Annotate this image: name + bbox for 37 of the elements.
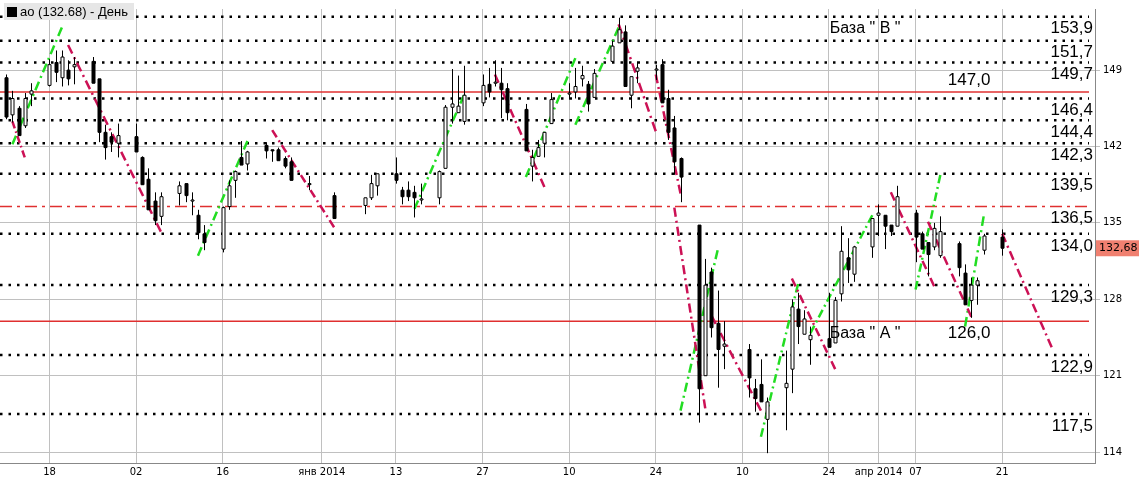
ref-line-label: 126,0 — [947, 322, 991, 342]
ref-line-label: 122,9 — [1050, 356, 1093, 376]
ref-line-label: 139,5 — [1050, 175, 1093, 195]
x-tick-label: 02 — [129, 465, 143, 477]
x-tick-label: янв 2014 — [298, 465, 346, 477]
x-tick-label: 13 — [389, 465, 403, 477]
chart-title: ао (132.68) - День — [20, 4, 129, 19]
x-tick-label: 16 — [216, 465, 230, 477]
annotation: База " А " — [829, 323, 901, 341]
ref-line-label: 142,3 — [1050, 144, 1093, 164]
x-tick-label: 24 — [822, 465, 836, 477]
ref-line-label: 149,7 — [1050, 64, 1093, 84]
y-tick-label: 142 — [1103, 140, 1123, 152]
annotation: База " В " — [829, 19, 901, 37]
ref-line-label: 144,4 — [1050, 122, 1093, 141]
text: 132,68 — [1099, 241, 1138, 255]
ref-line-label: 117,5 — [1051, 415, 1093, 435]
ref-line-label: 134,0 — [1050, 235, 1093, 255]
x-tick-label: 10 — [736, 465, 749, 477]
ref-line-label: 147,0 — [947, 69, 991, 89]
ref-line-label: 129,3 — [1050, 286, 1093, 306]
ref-line-label: 153,9 — [1050, 18, 1093, 38]
x-tick-label: 07 — [909, 465, 922, 477]
y-tick-label: 128 — [1103, 292, 1123, 304]
x-tick-label: 10 — [562, 465, 576, 477]
x-tick-label: апр 2014 — [854, 465, 903, 477]
x-tick-label: 18 — [43, 465, 56, 477]
y-tick-label: 114 — [1103, 445, 1123, 457]
x-tick-label: 21 — [995, 465, 1009, 477]
y-tick-label: 121 — [1103, 369, 1123, 381]
ref-line-label: 151,7 — [1050, 42, 1093, 62]
ref-line-label: 136,5 — [1050, 208, 1093, 228]
x-tick-label: 27 — [476, 465, 489, 477]
y-tick-label: 149 — [1103, 63, 1123, 75]
ref-line-label: 146,4 — [1050, 100, 1093, 120]
y-tick-label: 135 — [1103, 216, 1123, 228]
x-tick-label: 24 — [649, 465, 663, 477]
